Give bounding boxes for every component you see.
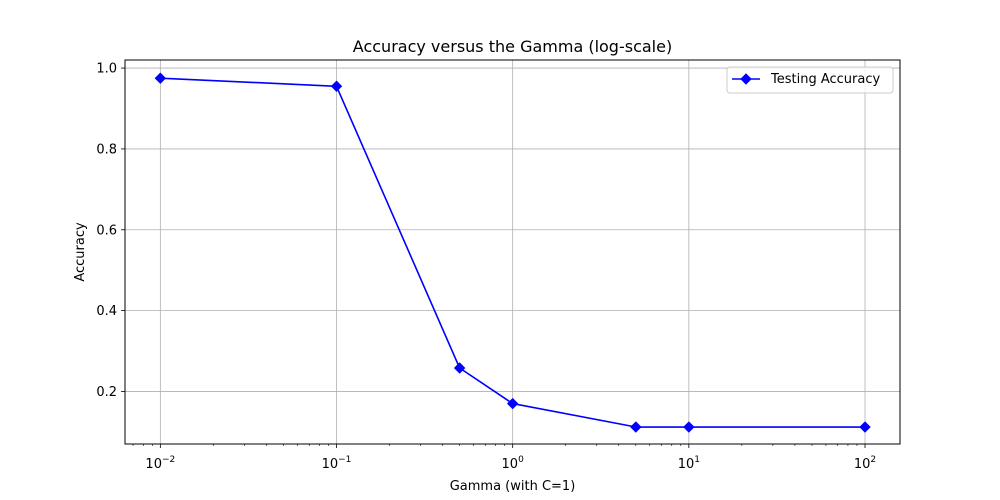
x-axis-label: Gamma (with C=1) [450, 479, 576, 494]
x-axis-ticks: 10−2 10−1 100 101 102 [145, 444, 876, 472]
data-point [630, 421, 642, 433]
y-tick-label: 0.4 [96, 304, 117, 319]
legend-box [726, 66, 894, 94]
chart-title: Accuracy versus the Gamma (log-scale) [353, 37, 672, 56]
legend-marker [740, 73, 752, 85]
x-tick-label: 101 [678, 455, 700, 472]
x-tick-label: 100 [502, 455, 525, 472]
x-tick-label: 10−2 [145, 455, 175, 472]
data-point [683, 421, 695, 433]
y-tick-label: 0.2 [96, 385, 117, 400]
y-axis-ticks: 0.2 0.4 0.6 0.8 1.0 [96, 62, 125, 400]
data-point [453, 362, 466, 374]
data-point [506, 397, 519, 410]
minor-ticks [132, 444, 858, 446]
series-layer [154, 72, 871, 433]
y-tick-label: 1.0 [96, 62, 117, 77]
x-tick-label: 10−1 [322, 455, 352, 472]
data-point [154, 72, 167, 84]
legend: Testing Accuracy [726, 66, 894, 94]
y-tick-label: 0.6 [96, 223, 117, 238]
data-point [330, 80, 343, 92]
y-tick-label: 0.8 [96, 142, 117, 157]
legend-entry-testing-accuracy: Testing Accuracy [770, 72, 880, 87]
x-tick-label: 102 [854, 455, 876, 472]
data-point [859, 421, 871, 433]
y-axis-label: Accuracy [73, 222, 88, 282]
